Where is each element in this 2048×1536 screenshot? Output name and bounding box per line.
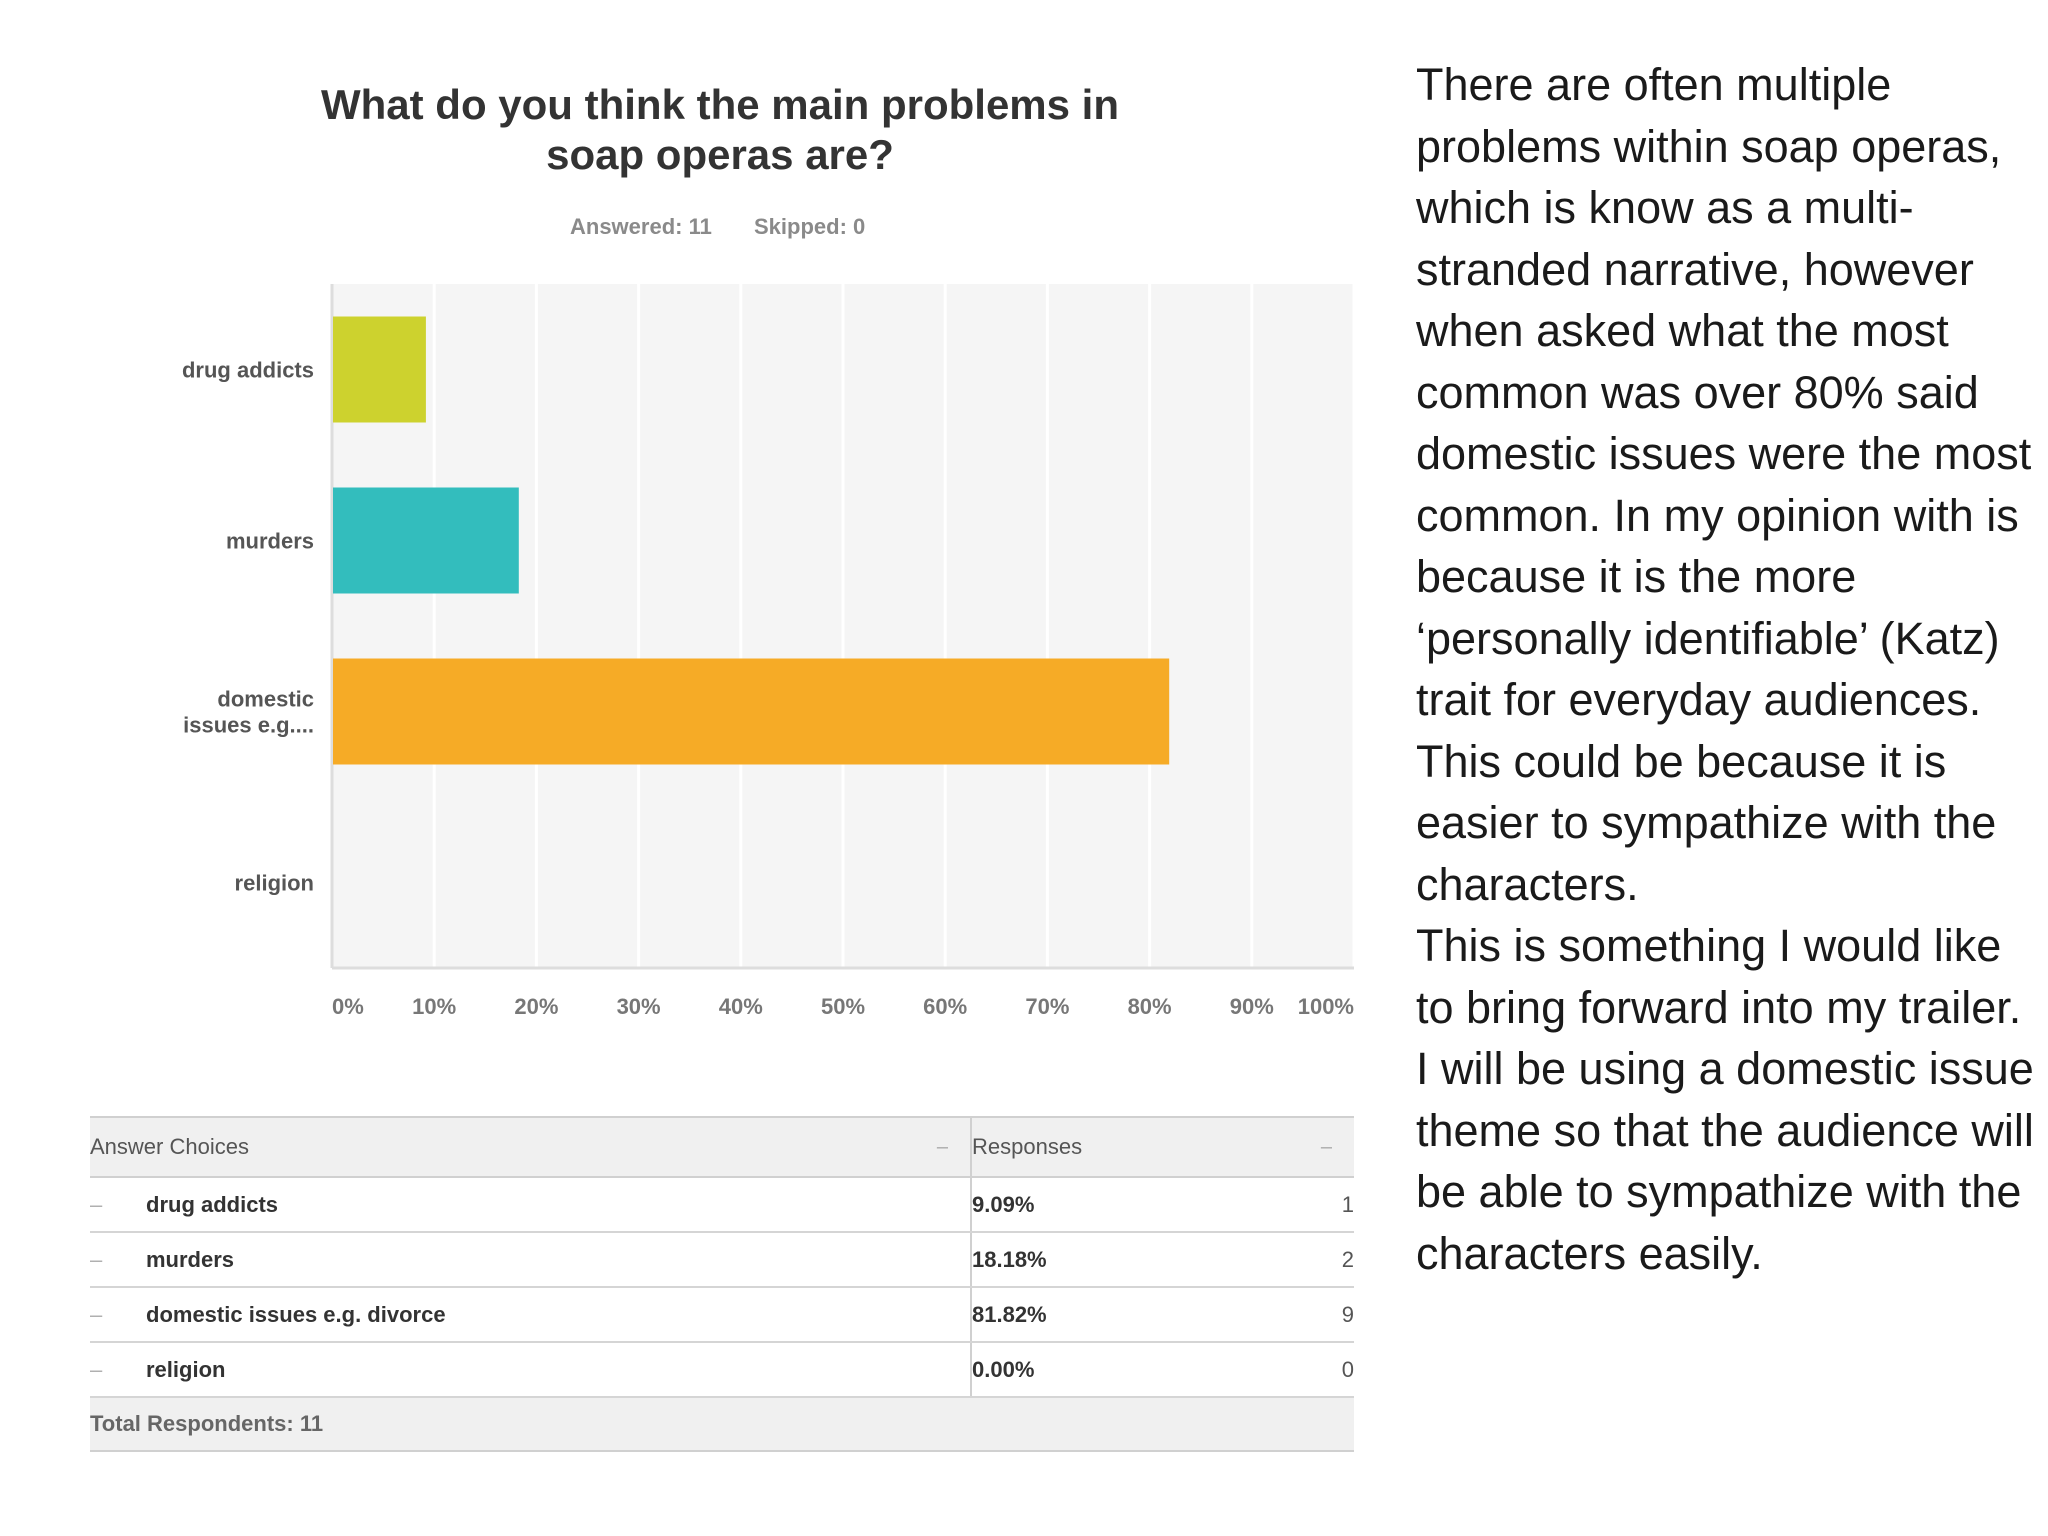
category-label-line: issues e.g.... <box>183 713 314 738</box>
row-dash-icon: – <box>90 1232 146 1288</box>
x-tick-label: 60% <box>923 994 967 1019</box>
x-tick-label: 20% <box>514 994 558 1019</box>
x-tick-label: 90% <box>1230 994 1274 1019</box>
commentary-paragraph: There are often multiple problems within… <box>1416 59 2032 910</box>
x-tick-label: 80% <box>1128 994 1172 1019</box>
answered-count: Answered: 11 <box>570 214 712 239</box>
bar-2 <box>333 658 1170 765</box>
response-percent: 18.18% <box>971 1232 1272 1288</box>
chart-title: What do you think the main problems in s… <box>320 81 1120 178</box>
response-percent: 9.09% <box>971 1177 1272 1233</box>
responses-header[interactable]: Responses – <box>971 1116 1354 1178</box>
x-tick-label: 10% <box>412 994 456 1019</box>
answer-choices-header[interactable]: Answer Choices – <box>90 1116 972 1178</box>
row-dash-icon: – <box>90 1177 146 1233</box>
answer-choices-label: Answer Choices <box>90 1134 249 1159</box>
bar-0 <box>333 316 426 423</box>
table-row: – religion 0.00% 0 <box>90 1342 1354 1398</box>
answer-label: murders <box>146 1232 972 1288</box>
row-dash-icon: – <box>90 1287 146 1343</box>
response-stats: Answered: 11 Skipped: 0 <box>540 210 960 246</box>
commentary-paragraph: This is something I would like to bring … <box>1416 920 2034 1279</box>
table-footer: Total Respondents: 11 <box>90 1397 1354 1452</box>
table-row: – drug addicts 9.09% 1 <box>90 1177 1354 1233</box>
x-tick-label: 30% <box>617 994 661 1019</box>
x-tick-label: 50% <box>821 994 865 1019</box>
total-respondents: Total Respondents: 11 <box>90 1397 1354 1452</box>
table-row: – murders 18.18% 2 <box>90 1232 1354 1288</box>
table-header: Answer Choices – Responses – <box>90 1116 1354 1178</box>
category-label-line: domestic <box>217 687 314 712</box>
response-count: 9 <box>1272 1287 1354 1343</box>
row-dash-icon: – <box>90 1342 146 1398</box>
responses-label: Responses <box>972 1134 1083 1159</box>
x-tick-label: 70% <box>1025 994 1069 1019</box>
bar-chart: 0% 10% 20% 30% 40% 50% 60% 70% 80% 90% 100% drug ad… <box>182 284 1356 1019</box>
category-label: religion <box>235 871 314 896</box>
table-row: – domestic issues e.g. divorce 81.82% 9 <box>90 1287 1354 1343</box>
answer-label: drug addicts <box>146 1177 972 1233</box>
skipped-count: Skipped: 0 <box>754 214 866 239</box>
x-tick-label: 0% <box>332 994 364 1019</box>
category-label: domestic issues e.g.... <box>183 687 314 738</box>
category-label-line: murders <box>226 529 314 554</box>
x-tick-label: 100% <box>1298 994 1354 1019</box>
sort-responses-icon[interactable]: – <box>1320 1136 1332 1158</box>
answer-label: domestic issues e.g. divorce <box>146 1287 972 1343</box>
survey-panel: What do you think the main problems in s… <box>90 81 1356 1452</box>
answer-label: religion <box>146 1342 972 1398</box>
category-label-line: drug addicts <box>182 358 314 383</box>
response-count: 1 <box>1272 1177 1354 1233</box>
category-label-line: religion <box>235 871 314 896</box>
bar-1 <box>333 487 519 594</box>
sort-choices-icon[interactable]: – <box>936 1136 948 1158</box>
category-label: drug addicts <box>182 358 314 383</box>
commentary-text: There are often multiple problems within… <box>1416 54 2036 1284</box>
response-count: 2 <box>1272 1232 1354 1288</box>
results-table: Answer Choices – Responses – – drug addi… <box>90 1116 1354 1452</box>
x-tick-label: 40% <box>719 994 763 1019</box>
category-label: murders <box>226 529 314 554</box>
response-percent: 0.00% <box>971 1342 1272 1398</box>
response-count: 0 <box>1272 1342 1354 1398</box>
response-percent: 81.82% <box>971 1287 1272 1343</box>
